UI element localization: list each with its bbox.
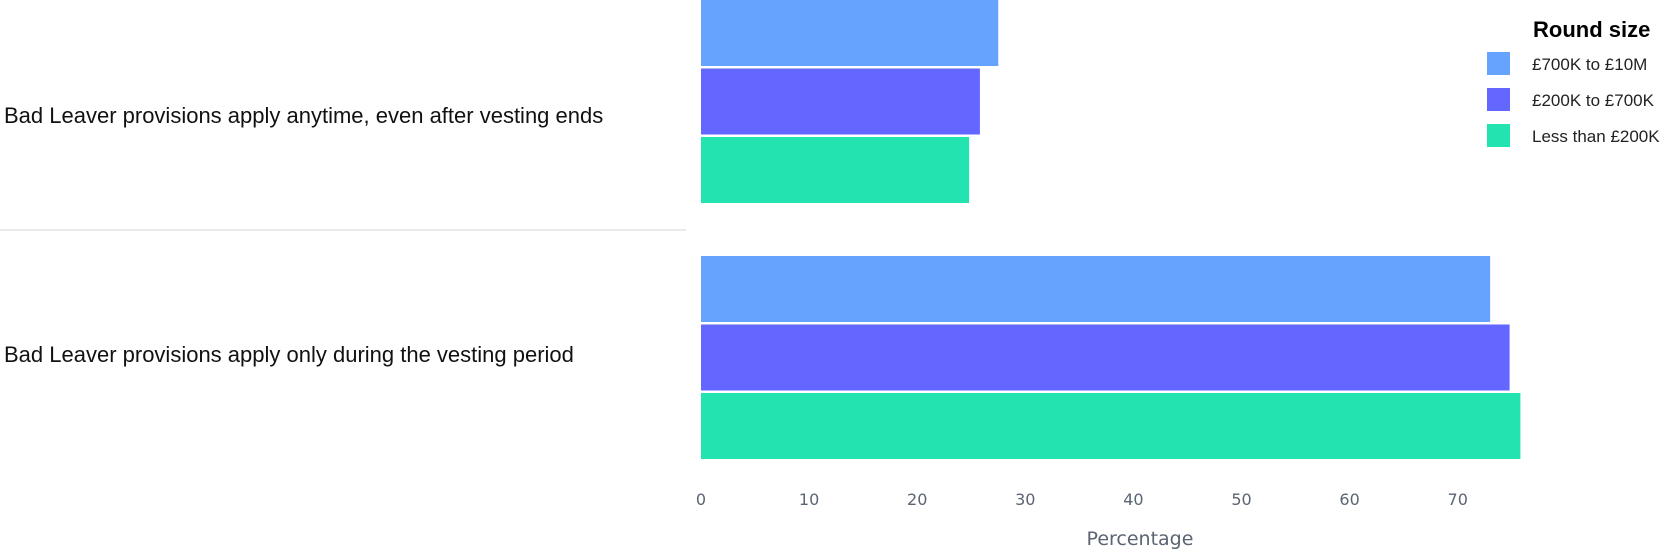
legend-item-label: £700K to £10M: [1532, 55, 1647, 74]
x-tick-label: 40: [1123, 490, 1143, 509]
bar: [701, 68, 980, 135]
bar: [701, 324, 1510, 391]
legend-item-label: £200K to £700K: [1532, 91, 1655, 110]
x-tick-label: 70: [1448, 490, 1468, 509]
x-tick-label: 50: [1231, 490, 1251, 509]
bar: [701, 256, 1491, 322]
legend-swatch: [1487, 52, 1510, 75]
bars-group: [701, 0, 1521, 459]
x-tick-label: 30: [1015, 490, 1035, 509]
bar: [701, 393, 1521, 459]
bar: [701, 137, 970, 203]
x-tick-label: 0: [696, 490, 706, 509]
x-tick-label: 60: [1339, 490, 1359, 509]
legend-title: Round size: [1533, 17, 1650, 42]
legend-swatch: [1487, 88, 1510, 111]
bar: [701, 0, 999, 66]
category-labels: Bad Leaver provisions apply anytime, eve…: [4, 103, 603, 367]
x-tick-label: 20: [907, 490, 927, 509]
category-label: Bad Leaver provisions apply only during …: [4, 342, 574, 367]
x-axis-ticks: 0 10 20 30 40 50 60 70: [696, 490, 1468, 509]
legend-swatch: [1487, 124, 1510, 147]
legend-item-label: Less than £200K: [1532, 127, 1660, 146]
category-label: Bad Leaver provisions apply anytime, eve…: [4, 103, 603, 128]
legend: Round size £700K to £10M £200K to £700K …: [1487, 17, 1660, 147]
x-axis-title: Percentage: [1087, 528, 1194, 550]
x-tick-label: 10: [799, 490, 819, 509]
